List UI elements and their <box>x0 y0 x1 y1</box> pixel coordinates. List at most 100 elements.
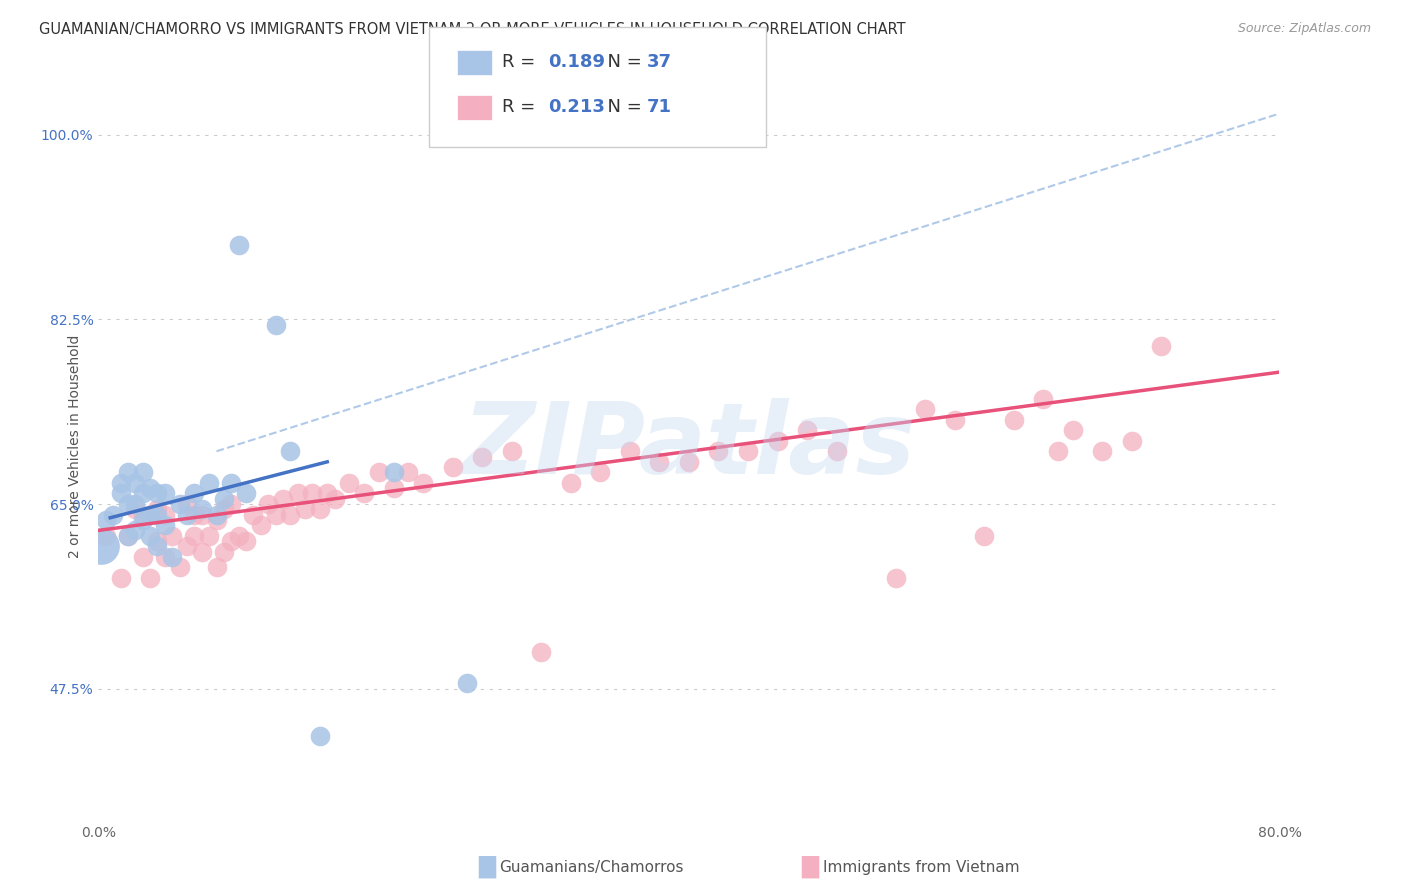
Point <box>1150 339 1173 353</box>
Point <box>221 533 243 548</box>
Point <box>309 729 332 743</box>
Point <box>323 491 346 506</box>
Point <box>339 475 361 490</box>
Point <box>90 539 112 553</box>
Text: ZIPatlas: ZIPatlas <box>463 398 915 494</box>
Point <box>205 508 228 522</box>
Point <box>973 529 995 543</box>
Point <box>110 486 132 500</box>
Point <box>501 444 523 458</box>
Point <box>271 491 294 506</box>
Point <box>183 529 205 543</box>
Point <box>117 529 139 543</box>
Text: N =: N = <box>596 98 648 116</box>
Point <box>198 475 221 490</box>
Point <box>412 475 434 490</box>
Point <box>169 560 191 574</box>
Point <box>309 502 332 516</box>
Point <box>1091 444 1114 458</box>
Point <box>117 466 139 480</box>
Point <box>228 529 250 543</box>
Point <box>257 497 280 511</box>
Point <box>176 497 198 511</box>
Point <box>162 549 183 564</box>
Point <box>205 560 228 574</box>
Text: 71: 71 <box>647 98 672 116</box>
Point <box>264 318 287 332</box>
Point <box>250 518 273 533</box>
Point <box>191 544 214 558</box>
Point <box>132 549 155 564</box>
Point <box>117 529 139 543</box>
Text: R =: R = <box>502 54 541 71</box>
Point <box>132 508 155 522</box>
Point <box>124 524 146 538</box>
Point <box>153 518 176 533</box>
Point <box>103 508 125 522</box>
Point <box>146 486 169 500</box>
Point <box>280 508 302 522</box>
Point <box>707 444 730 458</box>
Point <box>235 486 257 500</box>
Point <box>589 466 612 480</box>
Point <box>110 571 132 585</box>
Point <box>737 444 759 458</box>
Point <box>382 481 405 495</box>
Point <box>221 497 243 511</box>
Point <box>368 466 391 480</box>
Point <box>176 508 198 522</box>
Point <box>132 513 155 527</box>
Point <box>914 402 936 417</box>
Text: Guamanians/Chamorros: Guamanians/Chamorros <box>499 860 683 874</box>
Point <box>530 645 553 659</box>
Point <box>191 502 214 516</box>
Point <box>110 475 132 490</box>
Point <box>221 475 243 490</box>
Point <box>139 571 162 585</box>
Point <box>176 539 198 553</box>
Point <box>205 513 228 527</box>
Point <box>884 571 907 585</box>
Point <box>1032 392 1054 406</box>
Point <box>242 508 264 522</box>
Point <box>1046 444 1070 458</box>
Point <box>212 502 235 516</box>
Point <box>146 508 169 522</box>
Point <box>619 444 641 458</box>
Point <box>228 238 250 252</box>
Text: 0.189: 0.189 <box>548 54 606 71</box>
Point <box>124 497 146 511</box>
Point <box>139 508 162 522</box>
Point <box>153 549 176 564</box>
Point <box>471 450 494 464</box>
Point <box>441 460 464 475</box>
Text: █: █ <box>801 855 818 879</box>
Point <box>280 444 302 458</box>
Point <box>1002 412 1025 426</box>
Point <box>162 529 183 543</box>
Point <box>146 533 169 548</box>
Point <box>132 486 155 500</box>
Point <box>146 539 169 553</box>
Point <box>212 544 235 558</box>
Point <box>183 486 205 500</box>
Text: Immigrants from Vietnam: Immigrants from Vietnam <box>823 860 1019 874</box>
Point <box>198 529 221 543</box>
Point <box>796 423 818 437</box>
Point <box>191 508 214 522</box>
Point <box>560 475 582 490</box>
Point <box>139 529 162 543</box>
Point <box>153 486 176 500</box>
Point <box>825 444 848 458</box>
Point <box>398 466 420 480</box>
Point <box>264 508 287 522</box>
Y-axis label: 2 or more Vehicles in Household: 2 or more Vehicles in Household <box>67 334 82 558</box>
Point <box>124 475 146 490</box>
Point <box>139 481 162 495</box>
Point <box>678 455 700 469</box>
Text: Source: ZipAtlas.com: Source: ZipAtlas.com <box>1237 22 1371 36</box>
Point <box>124 502 146 516</box>
Point <box>943 412 966 426</box>
Point <box>648 455 671 469</box>
Point <box>153 508 176 522</box>
